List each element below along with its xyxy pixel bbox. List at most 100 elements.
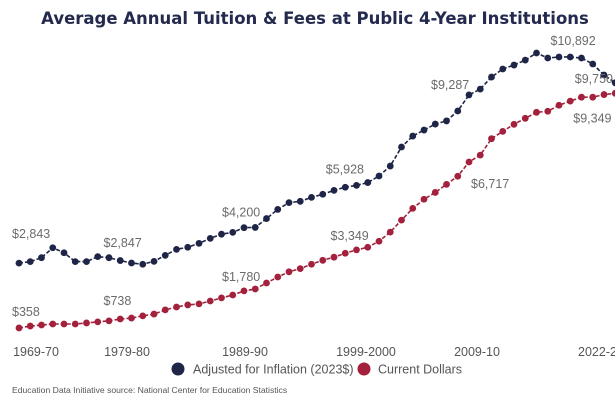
data-point-current: [150, 310, 158, 318]
x-tick-label: 1979-80: [104, 345, 150, 359]
data-point-current: [544, 107, 552, 115]
data-point-current: [420, 195, 428, 203]
data-point-inflation: [431, 120, 439, 128]
data-point-inflation: [589, 60, 597, 68]
data-point-current: [308, 260, 315, 268]
data-point-inflation: [364, 179, 372, 186]
data-point-current: [566, 97, 574, 105]
data-point-current: [285, 268, 293, 276]
data-point-current: [49, 320, 57, 328]
data-point-inflation: [533, 49, 540, 57]
x-tick-label: 1969-70: [13, 345, 59, 359]
data-point-current: [60, 320, 68, 328]
data-label: $1,780: [222, 270, 260, 284]
data-point-current: [510, 120, 518, 128]
data-point-inflation: [499, 65, 507, 73]
data-point-inflation: [375, 172, 383, 180]
data-point-current: [128, 314, 135, 322]
data-point-inflation: [319, 190, 327, 198]
data-point-inflation: [150, 257, 158, 265]
data-point-current: [173, 303, 180, 311]
data-point-current: [229, 291, 237, 299]
x-tick-label: 2022-23: [578, 345, 615, 359]
data-point-current: [206, 297, 214, 305]
data-point-inflation: [330, 186, 338, 194]
data-point-inflation: [206, 234, 214, 242]
data-label: $9,287: [431, 78, 469, 92]
data-point-inflation: [353, 181, 360, 189]
data-point-inflation: [544, 54, 552, 62]
data-point-current: [274, 273, 282, 281]
data-point-inflation: [578, 54, 585, 62]
data-point-inflation: [229, 228, 237, 236]
legend-label-current: Current Dollars: [378, 363, 462, 377]
legend: Adjusted for Inflation (2023$) Current D…: [171, 362, 462, 377]
data-point-current: [105, 317, 113, 325]
data-label: $358: [12, 305, 40, 319]
data-point-current: [296, 265, 304, 273]
data-point-inflation: [38, 254, 45, 262]
data-point-inflation: [600, 71, 608, 79]
data-point-current: [319, 256, 327, 264]
data-point-inflation: [296, 197, 304, 205]
data-point-inflation: [409, 132, 417, 140]
data-label: $6,717: [471, 177, 509, 191]
data-label: $3,349: [331, 229, 369, 243]
data-label: $9,750: [575, 72, 613, 86]
data-point-inflation: [116, 257, 124, 264]
data-point-current: [398, 216, 405, 224]
data-point-inflation: [398, 143, 405, 151]
data-point-current: [533, 108, 540, 116]
series-line-current: [18, 92, 615, 329]
data-point-current: [341, 249, 349, 257]
data-point-current: [195, 300, 203, 308]
data-point-inflation: [611, 79, 615, 87]
legend-label-inflation: Adjusted for Inflation (2023$): [193, 363, 354, 377]
data-point-inflation: [60, 249, 68, 257]
data-point-inflation: [420, 126, 428, 134]
data-point-current: [330, 253, 338, 261]
data-point-inflation: [105, 254, 113, 262]
data-point-current: [364, 243, 372, 251]
data-point-current: [409, 204, 417, 212]
data-point-current: [83, 319, 90, 327]
data-point-inflation: [15, 259, 23, 267]
x-tick-label: 1999-2000: [336, 345, 396, 359]
data-label: $5,928: [326, 163, 364, 177]
data-point-inflation: [488, 73, 495, 81]
data-point-inflation: [521, 56, 529, 64]
data-point-current: [161, 306, 169, 314]
data-point-inflation: [173, 245, 180, 253]
data-point-inflation: [161, 251, 169, 259]
data-point-inflation: [443, 117, 450, 125]
data-label: $2,847: [104, 236, 142, 250]
series-points: [15, 49, 615, 332]
data-point-current: [386, 228, 394, 236]
data-point-current: [116, 315, 124, 323]
data-point-inflation: [49, 244, 57, 252]
data-point-current: [431, 189, 439, 196]
data-point-inflation: [240, 224, 248, 232]
series-line-inflation: [18, 52, 615, 266]
data-label: $738: [104, 294, 132, 308]
chart-title: Average Annual Tuition & Fees at Public …: [41, 9, 589, 28]
data-point-inflation: [465, 91, 473, 99]
series-lines: [18, 52, 615, 329]
data-labels: $2,843 $2,847 $4,200 $5,928 $9,287 $10,892 $9,…: [12, 34, 613, 319]
data-point-inflation: [195, 239, 203, 247]
data-point-current: [443, 180, 450, 188]
data-point-inflation: [476, 85, 484, 93]
data-point-current: [26, 322, 34, 330]
data-point-current: [600, 91, 608, 98]
data-point-current: [611, 89, 615, 97]
data-label: $9,349: [573, 111, 611, 125]
data-point-inflation: [510, 61, 518, 69]
data-point-current: [38, 321, 45, 329]
x-tick-label: 2009-10: [454, 345, 500, 359]
data-label: $4,200: [222, 206, 260, 220]
data-point-current: [263, 279, 270, 287]
data-point-current: [578, 93, 585, 101]
legend-marker-current: [357, 362, 371, 376]
data-point-current: [555, 101, 563, 109]
data-label: $2,843: [12, 227, 50, 241]
